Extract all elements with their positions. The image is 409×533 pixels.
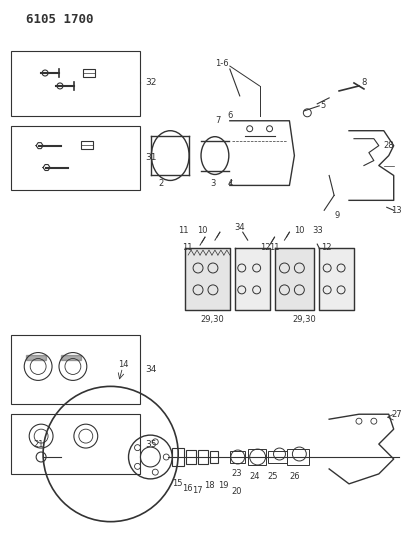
Bar [229,451,244,463]
Text: 19: 19 [217,481,228,490]
Bar [11,335,140,404]
Text: 4: 4 [227,179,233,188]
Bar [247,449,265,465]
Bar [186,450,196,464]
Bar [11,51,140,116]
Polygon shape [319,248,353,310]
Text: 34: 34 [145,365,156,374]
Text: 33: 33 [312,225,322,235]
Bar [61,354,81,360]
Text: 31: 31 [145,153,157,162]
Bar [11,126,140,190]
Polygon shape [185,248,229,310]
Text: 26: 26 [289,472,299,481]
Text: 15: 15 [172,479,182,488]
Text: 2: 2 [158,179,163,188]
Text: 11: 11 [269,243,279,252]
Text: 29,30: 29,30 [292,315,315,324]
Text: 10: 10 [197,225,207,235]
Text: 7: 7 [214,116,220,125]
Text: 9: 9 [333,211,339,220]
Text: 17: 17 [192,486,202,495]
Text: 6: 6 [227,111,233,120]
Text: 1-6: 1-6 [214,59,228,68]
Text: 20: 20 [231,487,242,496]
Text: 12: 12 [320,243,331,252]
Bar [81,141,92,149]
Text: 21: 21 [33,440,44,449]
Text: 13: 13 [390,206,400,215]
Text: 29,30: 29,30 [200,315,223,324]
Polygon shape [234,248,269,310]
Text: 34: 34 [234,223,245,232]
Bar [11,414,140,474]
Bar [83,69,94,77]
Polygon shape [274,248,313,310]
Text: 14: 14 [118,360,129,369]
Text: 10: 10 [294,225,304,235]
Text: 24: 24 [249,472,260,481]
Text: 6105 1700: 6105 1700 [26,13,94,26]
Text: 11: 11 [182,243,192,252]
Text: 23: 23 [231,470,242,479]
Bar [172,448,184,466]
Text: 27: 27 [391,410,401,419]
Text: 32: 32 [145,78,156,87]
Bar [209,451,217,463]
Text: 25: 25 [267,472,277,481]
Text: 12: 12 [259,243,270,252]
Text: 8: 8 [360,78,365,87]
Text: 28: 28 [383,141,393,150]
Text: 11: 11 [178,225,188,235]
Bar [267,451,287,463]
Bar [287,449,308,465]
Bar [26,354,46,360]
Bar [198,450,207,464]
Text: 35: 35 [145,440,157,449]
Text: 16: 16 [182,484,192,494]
Text: 3: 3 [209,179,215,188]
Text: 5: 5 [319,101,325,110]
Text: 18: 18 [204,481,214,490]
